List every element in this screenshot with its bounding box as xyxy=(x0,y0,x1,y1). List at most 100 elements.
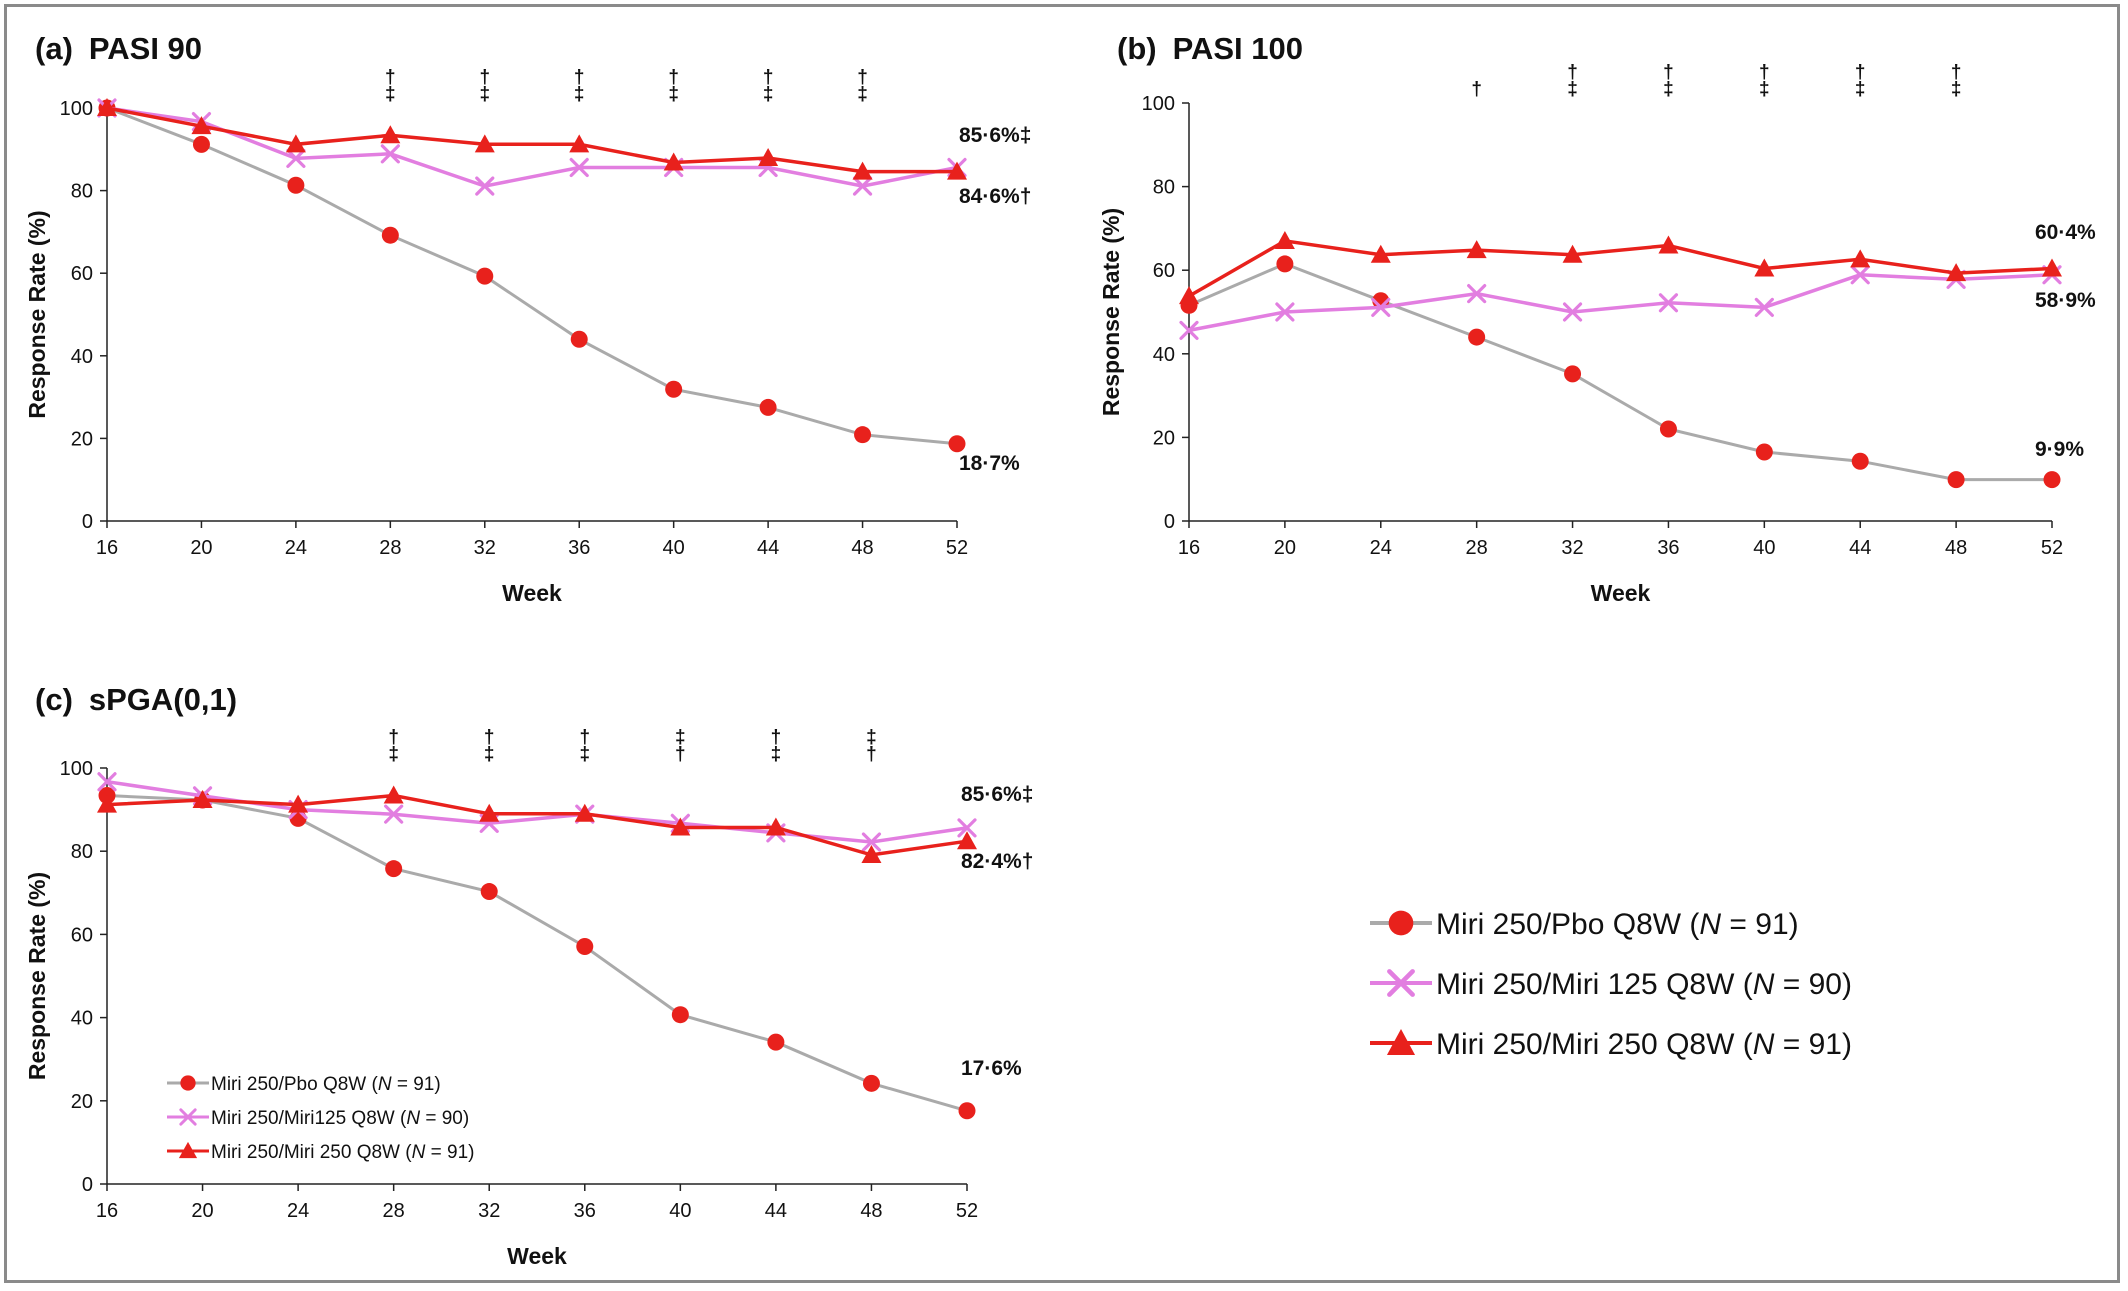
chart-title: (c) sPGA(0,1) xyxy=(35,682,237,717)
data-point-marker xyxy=(1467,284,1487,304)
series-line xyxy=(1188,262,2052,482)
data-point-marker xyxy=(569,157,589,178)
x-tick-label: 28 xyxy=(379,537,401,559)
x-tick-label: 20 xyxy=(1274,537,1296,559)
series-x xyxy=(1179,265,2062,340)
series-triangle xyxy=(97,785,977,863)
y-tick-label: 40 xyxy=(71,346,93,368)
end-value-label: 85·6%‡ xyxy=(961,783,1033,806)
data-point-marker xyxy=(765,817,786,836)
data-point-marker xyxy=(663,152,684,171)
data-point-marker xyxy=(179,1108,197,1126)
data-point-marker xyxy=(862,1074,880,1092)
x-axis-label: Week xyxy=(507,1243,567,1269)
y-tick-label: 80 xyxy=(71,841,93,863)
data-point-marker xyxy=(1659,420,1677,438)
data-point-marker xyxy=(1468,328,1486,346)
series-line xyxy=(106,779,968,844)
significance-marker: ‡ xyxy=(579,744,590,765)
data-point-marker xyxy=(480,883,498,901)
significance-marker: † xyxy=(771,727,782,748)
significance-marker: † xyxy=(484,727,495,748)
y-tick-label: 20 xyxy=(71,428,93,450)
significance-marker: † xyxy=(1759,62,1770,83)
shared-legend: Miri 250/Pbo Q8W (N = 91) Miri 250/Miri 1… xyxy=(1370,908,1852,1061)
data-point-marker xyxy=(1851,452,1869,470)
data-point-marker xyxy=(574,803,595,822)
x-tick-label: 32 xyxy=(474,537,496,559)
end-value-label: 84·6%† xyxy=(959,185,1031,208)
series-line xyxy=(1188,239,2053,298)
y-tick-label: 100 xyxy=(60,98,93,120)
series-line xyxy=(106,794,968,1113)
data-point-marker xyxy=(1388,910,1414,936)
data-point-marker xyxy=(1386,1028,1416,1056)
y-tick-label: 80 xyxy=(71,181,93,203)
significance-marker: ‡ xyxy=(1951,79,1962,100)
y-tick-label: 0 xyxy=(82,1174,93,1196)
x-tick-label: 48 xyxy=(1945,537,1967,559)
data-point-marker xyxy=(958,1102,976,1120)
x-tick-label: 40 xyxy=(669,1200,691,1222)
data-point-marker xyxy=(852,176,873,196)
data-point-marker xyxy=(1754,297,1774,318)
significance-marker: ‡ xyxy=(668,84,679,105)
x-tick-label: 24 xyxy=(1370,537,1392,559)
series-line xyxy=(106,793,968,857)
y-axis-label: Response Rate (%) xyxy=(24,210,50,418)
significance-marker: ‡ xyxy=(484,744,495,765)
data-point-marker xyxy=(385,860,403,878)
legend-label: Miri 250/Miri 250 Q8W (N = 91) xyxy=(211,1142,474,1163)
data-point-marker xyxy=(180,1075,196,1091)
series-circle xyxy=(1180,255,2061,489)
end-value-label: 82·4%† xyxy=(961,850,1033,873)
data-point-marker xyxy=(97,772,117,792)
legend-label: Miri 250/Pbo Q8W (N = 91) xyxy=(1436,908,1799,941)
x-tick-label: 44 xyxy=(1849,537,1871,559)
significance-marker: ‡ xyxy=(1663,79,1674,100)
x-tick-label: 52 xyxy=(2041,537,2063,559)
y-axis-label: Response Rate (%) xyxy=(1098,208,1124,416)
significance-marker: † xyxy=(668,67,679,88)
y-tick-label: 60 xyxy=(71,263,93,285)
end-value-label: 60·4% xyxy=(2035,221,2096,244)
chart-canvas: (a) PASI 90 0 20 40 60 80 100 16 20 24 28 32 36 40 44 48… xyxy=(24,31,2096,1269)
data-point-marker xyxy=(759,398,777,416)
data-point-marker xyxy=(381,226,399,244)
x-tick-label: 24 xyxy=(287,1200,309,1222)
data-point-marker xyxy=(178,1141,198,1159)
data-point-marker xyxy=(1387,969,1415,997)
data-point-marker xyxy=(1658,235,1679,254)
data-point-marker xyxy=(1371,297,1391,318)
data-point-marker xyxy=(97,794,117,813)
series-line xyxy=(106,106,958,188)
significance-marker: † xyxy=(1855,62,1866,83)
significance-marker: † xyxy=(1951,62,1962,83)
data-point-marker xyxy=(476,267,494,285)
data-point-marker xyxy=(1755,443,1773,461)
series-circle xyxy=(98,786,976,1120)
x-tick-label: 16 xyxy=(96,537,118,559)
y-tick-label: 40 xyxy=(1153,344,1175,366)
y-tick-label: 80 xyxy=(1153,177,1175,199)
x-axis-label: Week xyxy=(502,580,562,606)
x-tick-label: 28 xyxy=(1466,537,1488,559)
data-point-marker xyxy=(287,176,305,194)
data-point-marker xyxy=(286,148,306,168)
chart-title: (b) PASI 100 xyxy=(1117,31,1303,66)
data-point-marker xyxy=(957,831,977,850)
y-tick-label: 0 xyxy=(82,511,93,533)
significance-marker: † xyxy=(763,67,774,88)
panel-legend: Miri 250/Pbo Q8W (N = 91) Miri 250/Miri12… xyxy=(167,1074,474,1163)
data-point-marker xyxy=(380,144,400,164)
significance-marker: ‡ xyxy=(857,84,868,105)
data-point-marker xyxy=(97,98,117,116)
x-tick-label: 52 xyxy=(946,537,968,559)
end-value-label: 85·6%‡ xyxy=(959,124,1031,147)
data-point-marker xyxy=(1754,258,1775,277)
data-point-marker xyxy=(1466,240,1487,259)
data-point-marker xyxy=(285,134,306,153)
data-point-marker xyxy=(1564,365,1582,383)
figure: (a) PASI 90 0 20 40 60 80 100 16 20 24 28 32 36 40 44 48… xyxy=(4,4,2120,1283)
y-tick-label: 0 xyxy=(1164,511,1175,533)
